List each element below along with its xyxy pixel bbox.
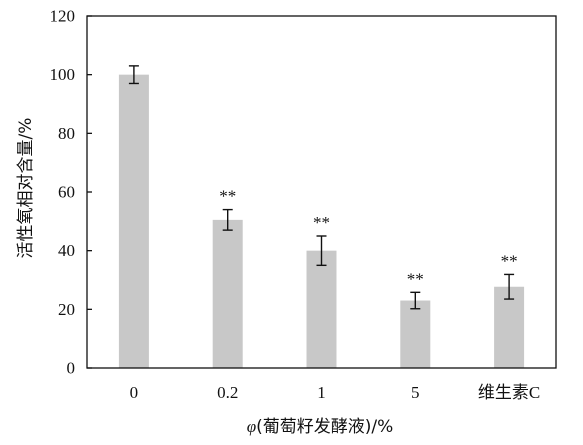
error-bar	[316, 235, 327, 267]
x-axis-title-text: (葡萄籽发酵液)/%	[256, 417, 393, 437]
y-tick-label: 80	[58, 124, 75, 143]
y-tick-label: 0	[67, 359, 76, 378]
error-bar	[128, 65, 139, 85]
y-tick-label: 20	[58, 300, 75, 319]
x-tick-label: 维生素C	[478, 383, 540, 402]
error-bar	[410, 291, 421, 310]
bar	[306, 250, 337, 368]
significance-labels-layer: ** ** ** **	[219, 187, 517, 289]
y-tick-label: 120	[50, 7, 76, 26]
y-tick-label: 100	[50, 65, 76, 84]
error-bar	[504, 273, 515, 300]
x-tick-label: 0	[130, 383, 139, 402]
x-tick-label: 0.2	[217, 383, 238, 402]
significance-label: **	[219, 187, 236, 206]
y-tick-label: 60	[58, 183, 75, 202]
axes-layer	[86, 15, 557, 369]
significance-label: **	[501, 251, 518, 270]
bars-layer	[118, 74, 525, 369]
bar	[400, 300, 431, 368]
bar	[494, 286, 525, 368]
x-tick-label: 1	[317, 383, 326, 402]
x-axis-title-symbol: φ	[247, 417, 256, 436]
x-tick-label: 5	[411, 383, 420, 402]
significance-label: **	[407, 269, 424, 288]
y-tick-label: 40	[58, 241, 75, 260]
bar	[118, 74, 149, 369]
tick-labels-layer: 0 20 40 60 80 100 120 0 0.2 1 5 维生素C	[50, 7, 541, 403]
bar	[212, 219, 243, 368]
y-axis-title: 活性氧相对含量/%	[16, 118, 36, 259]
x-axis-title: φ(葡萄籽发酵液)/%	[247, 417, 394, 437]
error-bars-layer	[128, 65, 515, 310]
error-bar	[222, 208, 233, 231]
significance-label: **	[313, 213, 330, 232]
